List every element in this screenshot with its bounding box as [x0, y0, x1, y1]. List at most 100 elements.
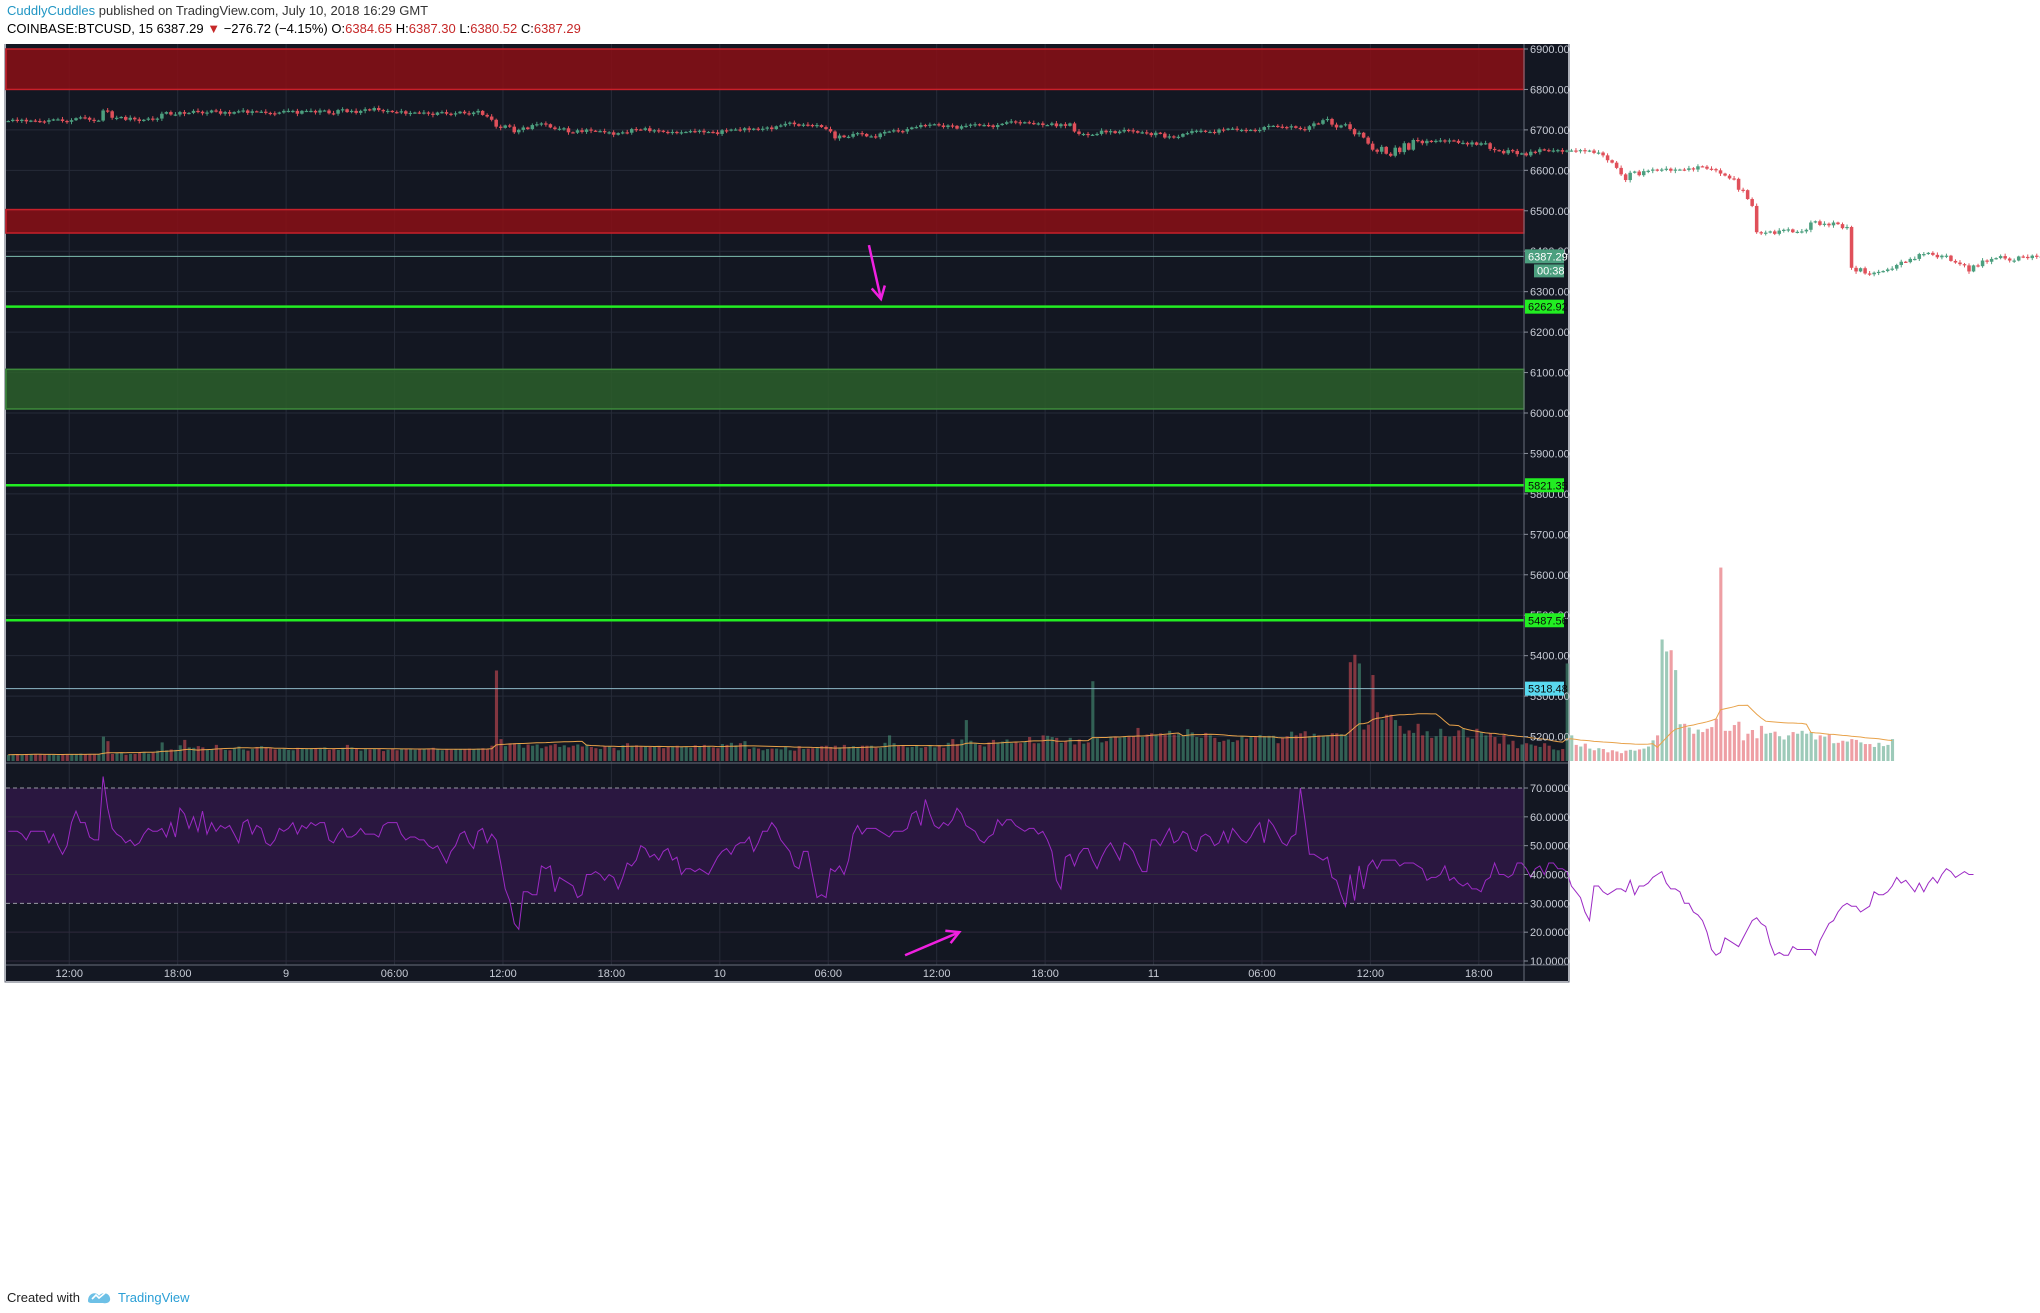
candle-body	[901, 131, 905, 133]
candle-body	[471, 112, 476, 115]
volume-bar	[1719, 567, 1723, 761]
volume-bar	[1177, 733, 1181, 761]
volume-bar	[1656, 735, 1660, 761]
volume-bar	[1281, 737, 1285, 761]
volume-bar	[725, 744, 729, 761]
candle-body	[1004, 122, 1009, 124]
candle-body	[1334, 124, 1339, 128]
volume-bar	[1240, 736, 1244, 761]
volume-bar	[264, 747, 268, 761]
candle-body	[1081, 133, 1086, 136]
time-tick-label: 11	[1148, 968, 1159, 980]
volume-bar	[106, 741, 110, 761]
volume-bar	[1118, 737, 1122, 761]
volume-bar	[1452, 736, 1456, 761]
volume-bar	[128, 753, 133, 761]
volume-bar	[445, 749, 449, 761]
candle-body	[1456, 140, 1461, 143]
candle-body	[1592, 150, 1596, 153]
volume-bar	[1646, 746, 1651, 761]
candle-body	[42, 121, 47, 123]
candle-body	[1239, 129, 1244, 132]
candle-body	[1298, 127, 1303, 130]
volume-bar	[1416, 723, 1420, 761]
volume-bar	[1113, 737, 1117, 761]
close-label: C:	[520, 21, 534, 36]
volume-bar	[919, 747, 923, 761]
tradingview-logo-icon[interactable]	[86, 1287, 112, 1305]
volume-bar	[1674, 670, 1678, 761]
candle-body	[1253, 129, 1257, 132]
volume-bar	[531, 745, 535, 761]
volume-bar	[625, 743, 630, 761]
candle-body	[1447, 140, 1452, 142]
tradingview-brand[interactable]: TradingView	[118, 1290, 190, 1305]
candle-body	[928, 124, 932, 126]
candle-body	[1637, 171, 1641, 176]
volume-bar	[1140, 737, 1145, 761]
volume-bar	[1710, 727, 1714, 761]
volume-bar	[1023, 741, 1027, 761]
last-price-label-bg	[1525, 249, 1564, 264]
candle-body	[376, 108, 381, 111]
candle-body	[1429, 140, 1434, 143]
volume-bar	[1231, 741, 1235, 761]
volume-bar	[987, 742, 991, 761]
volume-bar	[874, 747, 878, 761]
candle-body	[395, 112, 399, 114]
candle-body	[1940, 255, 1944, 258]
volume-bar	[52, 754, 56, 761]
candle-body	[1994, 258, 1998, 260]
level-price-label: 6262.92	[1528, 302, 1568, 314]
volume-bar	[743, 741, 747, 761]
volume-bar	[1755, 738, 1759, 761]
candle-body	[327, 110, 331, 114]
volume-bar	[666, 746, 670, 761]
candle-body	[1818, 221, 1822, 225]
candle-body	[648, 128, 652, 132]
candle-body	[431, 113, 435, 115]
candle-body	[1678, 169, 1682, 171]
volume-bar	[323, 747, 327, 761]
volume-bar	[1059, 742, 1063, 761]
volume-bar	[1814, 739, 1818, 761]
volume-bar	[1890, 739, 1895, 761]
volume-bar	[250, 749, 255, 761]
candle-body	[1673, 169, 1678, 171]
volume-bar	[291, 750, 295, 761]
candle-body	[173, 114, 178, 116]
volume-bar	[1475, 728, 1479, 761]
candle-body	[480, 110, 485, 115]
volume-bar	[1737, 721, 1741, 761]
candle-body	[2021, 256, 2025, 258]
volume-bar	[454, 749, 458, 761]
volume-bar	[946, 742, 950, 761]
candle-body	[1045, 125, 1050, 127]
volume-bar	[1619, 753, 1623, 761]
volume-bar	[20, 754, 24, 761]
level-price-label: 5821.35	[1528, 480, 1568, 492]
candle-body	[1931, 252, 1935, 255]
candle-body	[92, 119, 96, 121]
volume-bar	[395, 750, 399, 761]
chart-canvas[interactable]: 6900.006800.006700.006600.006500.006400.…	[0, 44, 2040, 1279]
candle-body	[453, 113, 458, 115]
candle-body	[33, 120, 38, 122]
volume-bar	[1073, 744, 1077, 761]
candle-body	[1108, 131, 1113, 133]
volume-bar	[720, 744, 724, 761]
candle-body	[1470, 142, 1474, 145]
volume-bar	[982, 746, 986, 761]
candle-body	[828, 129, 833, 132]
volume-bar	[901, 745, 905, 761]
author-link[interactable]: CuddlyCuddles	[7, 3, 96, 18]
candle-body	[892, 130, 896, 132]
candle-body	[855, 133, 860, 135]
candle-body	[1289, 126, 1294, 128]
candle-body	[1122, 129, 1126, 132]
level-price-label: 5487.56	[1528, 615, 1568, 627]
volume-bar	[585, 744, 589, 761]
high-value: 6387.30	[408, 21, 456, 36]
candle-body	[1876, 271, 1881, 274]
volume-bar	[978, 744, 982, 761]
